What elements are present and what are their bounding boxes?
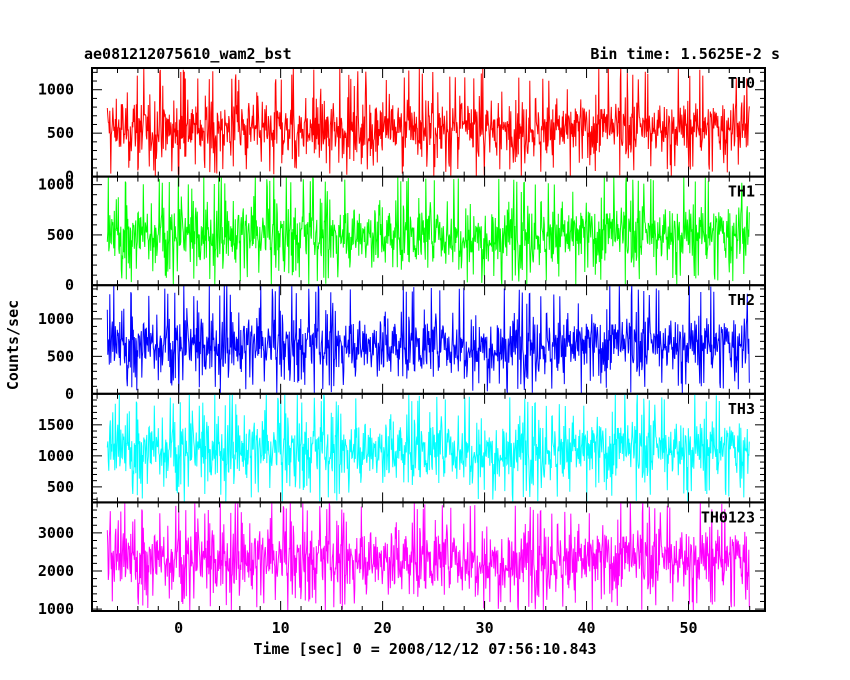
y-tick-label: 0 bbox=[65, 385, 74, 403]
y-tick-label: 500 bbox=[47, 124, 74, 142]
y-axis-label: Counts/sec bbox=[4, 300, 22, 390]
y-tick-label: 1500 bbox=[38, 416, 74, 434]
y-tick-label: 3000 bbox=[38, 524, 74, 542]
y-tick-label: 0 bbox=[65, 276, 74, 294]
panel-th0123: 1000 2000 3000 TH0123 0 10 20 30 40 50 bbox=[38, 501, 766, 637]
x-tick-label: 10 bbox=[272, 619, 290, 637]
series-trace-th1 bbox=[106, 176, 750, 286]
y-tick-label: 1000 bbox=[38, 447, 74, 465]
panel-th1: 0 500 1000 TH1 bbox=[38, 175, 766, 294]
chart-title: ae081212075610_wam2_bst bbox=[84, 45, 292, 63]
y-tick-label: 500 bbox=[47, 226, 74, 244]
panel-label: TH2 bbox=[728, 291, 755, 309]
x-tick-label: 0 bbox=[174, 619, 183, 637]
panel-frame bbox=[91, 501, 766, 612]
series-trace-th0 bbox=[106, 68, 750, 177]
y-tick-label: 1000 bbox=[38, 310, 74, 328]
y-tick-label: 1000 bbox=[38, 176, 74, 194]
y-tick-label: 2000 bbox=[38, 562, 74, 580]
bin-time-label: Bin time: 1.5625E-2 s bbox=[590, 45, 780, 63]
panel-th2: 0 500 1000 TH2 bbox=[38, 284, 766, 403]
panel-th0: 0 500 1000 TH0 bbox=[38, 67, 766, 186]
y-tick-label: 500 bbox=[47, 478, 74, 496]
y-tick-label: 500 bbox=[47, 347, 74, 365]
series-trace-th0123 bbox=[106, 502, 750, 611]
y-tick-label: 1000 bbox=[38, 600, 74, 618]
x-tick-label: 40 bbox=[578, 619, 596, 637]
x-tick-label: 20 bbox=[374, 619, 392, 637]
x-axis-label: Time [sec] 0 = 2008/12/12 07:56:10.843 bbox=[253, 640, 596, 658]
panel-label: TH0 bbox=[728, 74, 755, 92]
x-tick-label: 50 bbox=[679, 619, 697, 637]
panel-label: TH1 bbox=[728, 183, 755, 201]
series-trace-th2 bbox=[106, 285, 750, 394]
panel-label: TH3 bbox=[728, 400, 755, 418]
panel-th3: 500 1000 1500 TH3 bbox=[38, 392, 766, 504]
series-trace-th3 bbox=[106, 393, 750, 503]
y-tick-label: 1000 bbox=[38, 81, 74, 99]
y-tick-label: 0 bbox=[65, 168, 74, 186]
x-tick-label: 30 bbox=[476, 619, 494, 637]
panel-label: TH0123 bbox=[701, 508, 755, 526]
